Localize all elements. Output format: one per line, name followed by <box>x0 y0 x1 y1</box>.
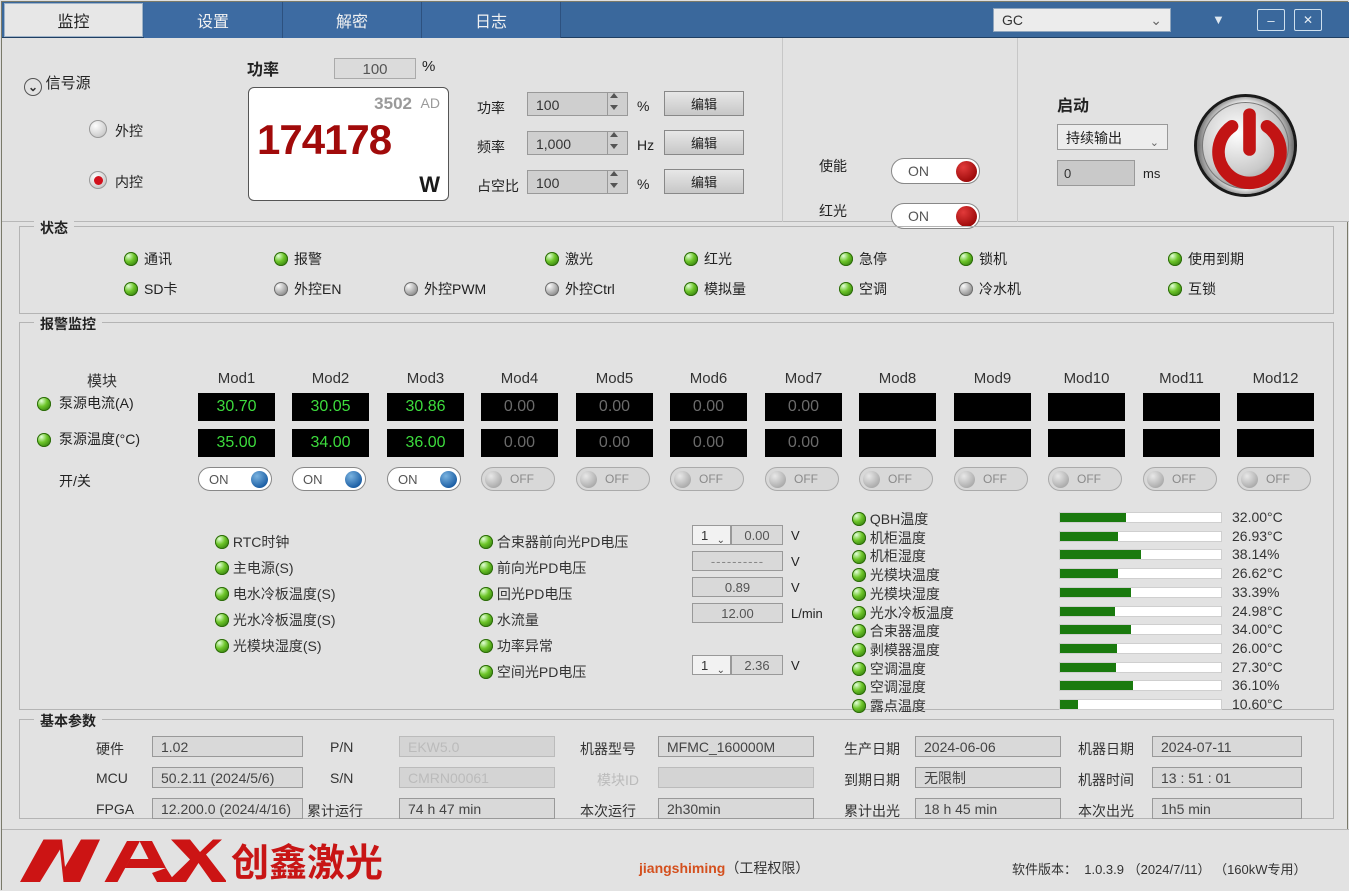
svg-text:创鑫激光: 创鑫激光 <box>231 832 383 887</box>
